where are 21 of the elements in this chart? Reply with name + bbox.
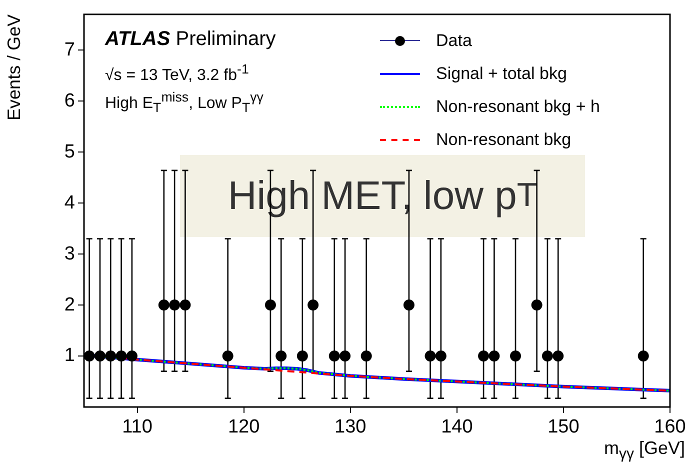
y-tick-label: 3 [64,243,75,264]
y-tick-label: 1 [64,345,75,366]
annotation: ATLAS Preliminary [105,28,276,50]
annotation: √s = 13 TeV, 3.2 fb$^{-1}$ [105,62,249,84]
x-tick-label: 140 [441,416,473,438]
x-tick-label: 120 [228,416,260,438]
y-tick-label: 4 [64,192,76,214]
y-tick-label: 2 [64,294,75,316]
x-tick-label: 150 [548,416,580,438]
x-tick-label: 110 [122,416,152,438]
legend-label: Non-resonant bkg + h [436,96,600,116]
legend-label: Non-resonant bkg [436,130,572,150]
y-tick-label: 7 [64,39,75,60]
y-tick-label: 6 [64,90,75,112]
y-axis-title: Events / GeV [4,14,24,120]
legend-label: Signal + total bkg [436,64,567,84]
x-tick-label: 160 [654,416,686,438]
x-axis-title: m$_{γγ}$ [GeV] [604,438,685,463]
y-tick-label: 5 [64,141,75,162]
x-tick-label: 130 [334,416,366,438]
legend-label: Data [436,30,472,50]
